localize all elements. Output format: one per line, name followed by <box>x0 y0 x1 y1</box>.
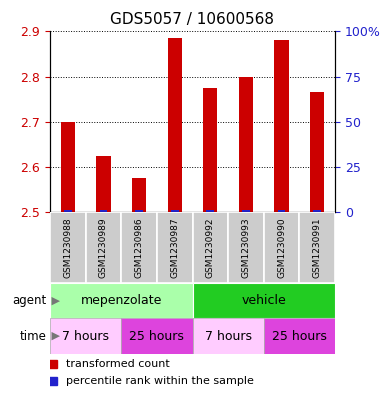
Bar <box>121 318 192 354</box>
Text: time: time <box>19 329 46 343</box>
Text: GSM1230993: GSM1230993 <box>241 217 250 278</box>
Text: 7 hours: 7 hours <box>204 329 252 343</box>
Bar <box>61 122 75 212</box>
Text: GSM1230992: GSM1230992 <box>206 217 215 278</box>
Bar <box>228 212 264 283</box>
Bar <box>192 283 335 318</box>
Bar <box>206 209 214 212</box>
Bar <box>167 38 182 212</box>
Text: GSM1230989: GSM1230989 <box>99 217 108 278</box>
Text: ▶: ▶ <box>48 331 60 341</box>
Text: 25 hours: 25 hours <box>272 329 327 343</box>
Bar <box>264 318 335 354</box>
Bar <box>300 212 335 283</box>
Bar <box>275 40 289 212</box>
Bar <box>121 212 157 283</box>
Bar <box>50 212 85 283</box>
Bar <box>50 318 121 354</box>
Bar <box>313 209 321 212</box>
Bar <box>96 156 110 212</box>
Bar <box>135 209 143 212</box>
Text: GSM1230991: GSM1230991 <box>313 217 321 278</box>
Text: ▶: ▶ <box>48 296 60 306</box>
Bar <box>64 209 72 212</box>
Bar <box>239 77 253 212</box>
Bar <box>85 212 121 283</box>
Text: GSM1230988: GSM1230988 <box>64 217 72 278</box>
Bar <box>310 92 324 212</box>
Bar <box>157 212 192 283</box>
Text: GSM1230990: GSM1230990 <box>277 217 286 278</box>
Text: agent: agent <box>12 294 46 307</box>
Bar <box>192 318 264 354</box>
Text: percentile rank within the sample: percentile rank within the sample <box>66 376 254 386</box>
Bar <box>242 209 250 212</box>
Bar <box>264 212 300 283</box>
Bar <box>50 283 192 318</box>
Bar <box>132 178 146 212</box>
Bar <box>100 209 107 212</box>
Text: GSM1230986: GSM1230986 <box>135 217 144 278</box>
Title: GDS5057 / 10600568: GDS5057 / 10600568 <box>110 13 275 28</box>
Text: transformed count: transformed count <box>66 358 169 369</box>
Bar <box>171 209 179 212</box>
Text: GSM1230987: GSM1230987 <box>170 217 179 278</box>
Bar <box>203 88 218 212</box>
Bar <box>278 209 285 212</box>
Text: 7 hours: 7 hours <box>62 329 109 343</box>
Text: mepenzolate: mepenzolate <box>80 294 162 307</box>
Text: 25 hours: 25 hours <box>129 329 184 343</box>
Bar <box>192 212 228 283</box>
Text: vehicle: vehicle <box>241 294 286 307</box>
